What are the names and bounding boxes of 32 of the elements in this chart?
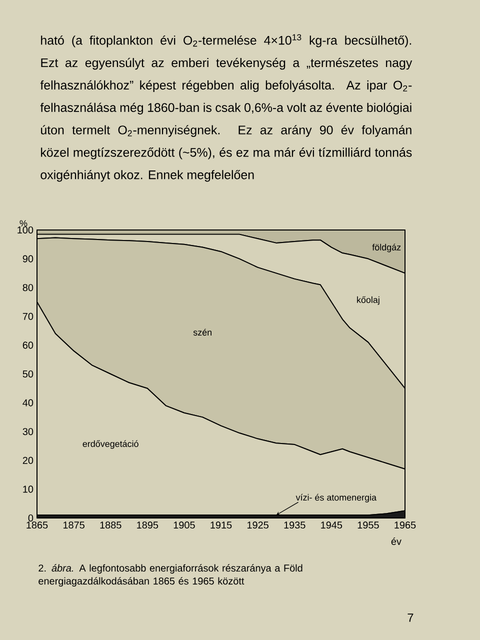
x-axis-title: év bbox=[391, 538, 402, 545]
y-tick-label: 20 bbox=[22, 456, 34, 464]
text: 2. ábra. A legfontosabb energiaforrások részaránya a Föld energiagazdálkodásában 1865 és 1965 között bbox=[38, 564, 302, 587]
x-tick-label: 1945 bbox=[321, 522, 342, 529]
y-axis-title: % bbox=[20, 220, 28, 226]
y-tick-label: 40 bbox=[22, 399, 34, 406]
x-tick-label: 1905 bbox=[174, 522, 195, 529]
y-tick-label: 50 bbox=[22, 370, 34, 378]
x-tick-label: 1955 bbox=[358, 522, 379, 529]
y-tick-label: 10 bbox=[23, 486, 34, 493]
y-tick-label: 0 bbox=[28, 514, 34, 522]
x-tick-label: 1875 bbox=[63, 522, 84, 529]
text: ható (a fitoplankton évi O$_{2}$-termelése 4×10$^{13}$ kg-ra becsülhető). Ezt az egyensúlyt az emberi tevékenység a „természetes nagy felhasználókhoz” képest régebben alig befolyásolta. Az ipar O$_{2}$-felhasználása még 1860-ban is csak 0,6%-a volt az évente biológiai úton termelt O$_{2}$-mennyiségnek. Ez az arány 90 év folyamán közel megtízszereződött (~5%), és ez ma már évi tízmilliárd tonnás oxigénhiányt okoz. Ennek megfelelően bbox=[40, 34, 412, 182]
series-label: szén bbox=[193, 328, 212, 336]
y-tick-label: 70 bbox=[22, 312, 34, 320]
y-tick-label: 100 bbox=[18, 226, 34, 234]
y-tick-label: 80 bbox=[22, 284, 34, 292]
x-tick-label: 1925 bbox=[247, 522, 268, 529]
x-tick-label: 1885 bbox=[100, 522, 122, 529]
y-tick-label: 60 bbox=[22, 342, 34, 349]
series-label: kőolaj bbox=[357, 296, 380, 305]
x-tick-label: 1895 bbox=[137, 522, 158, 529]
y-tick-label: 90 bbox=[22, 255, 34, 262]
x-tick-label: 1915 bbox=[210, 522, 232, 529]
text: 7 bbox=[408, 614, 414, 622]
x-tick-label: 1935 bbox=[284, 522, 306, 529]
y-tick-label: 30 bbox=[22, 428, 34, 436]
series-label: erdővegetáció bbox=[82, 440, 138, 449]
x-tick-label: 1965 bbox=[394, 522, 416, 529]
series-label: vízi- és atomenergia bbox=[296, 494, 377, 502]
x-tick-label: 1865 bbox=[26, 522, 48, 529]
series-label: földgáz bbox=[372, 244, 401, 252]
